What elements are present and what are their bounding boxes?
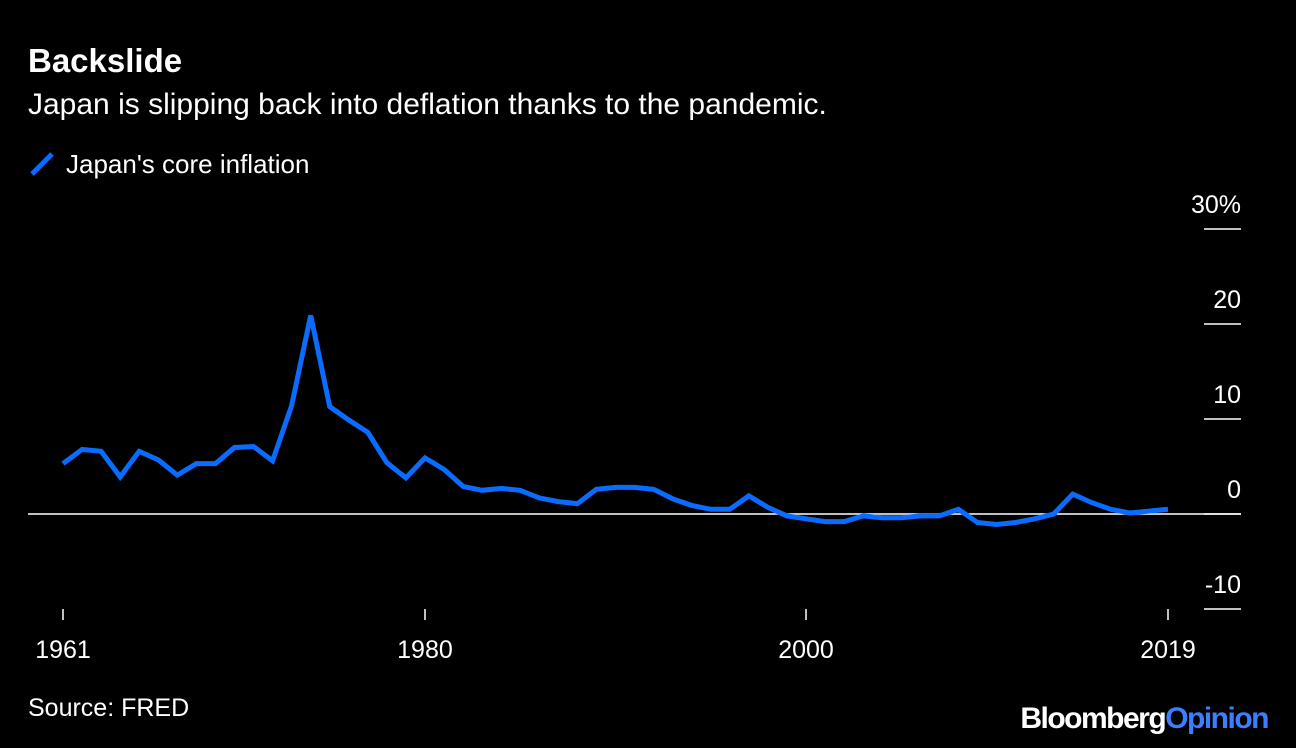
data-point — [1127, 511, 1132, 516]
data-point — [137, 449, 142, 454]
data-point — [918, 513, 923, 518]
series-line — [61, 314, 1169, 528]
x-tick-label: 1961 — [35, 636, 91, 664]
y-tick-label: 10 — [1213, 381, 1241, 409]
data-point — [804, 516, 809, 521]
data-point — [442, 467, 447, 472]
data-point — [1108, 507, 1113, 512]
data-point — [1032, 516, 1037, 521]
x-axis: 1961 1980 2000 2019 — [35, 609, 1196, 664]
data-point — [956, 507, 961, 512]
data-point — [175, 473, 180, 478]
data-point — [213, 461, 218, 466]
data-point — [613, 485, 618, 490]
data-point — [1070, 492, 1075, 497]
chart-subtitle: Japan is slipping back into deflation th… — [28, 88, 827, 121]
x-tick-label: 1980 — [397, 636, 453, 664]
brand-secondary: Opinion — [1165, 702, 1269, 735]
data-point — [308, 313, 313, 318]
chart-title: Backslide — [28, 42, 183, 79]
data-point — [194, 461, 199, 466]
data-point — [823, 519, 828, 524]
data-point — [118, 474, 123, 479]
y-tick-label: 0 — [1227, 476, 1241, 504]
y-axis-ticks: 30% 20 10 0 -10 — [28, 191, 1241, 610]
data-point — [1089, 500, 1094, 505]
data-point — [461, 484, 466, 489]
data-point — [346, 418, 351, 423]
data-point — [746, 493, 751, 498]
data-point — [423, 455, 428, 460]
x-tick-label: 2000 — [778, 636, 834, 664]
data-point — [61, 461, 66, 466]
data-point — [575, 501, 580, 506]
brand-logo: BloombergOpinion — [1020, 700, 1269, 738]
data-point — [384, 460, 389, 465]
data-point — [765, 505, 770, 510]
legend-swatch — [30, 152, 54, 176]
data-point — [975, 520, 980, 525]
data-point — [289, 403, 294, 408]
data-point — [537, 495, 542, 500]
data-point — [842, 519, 847, 524]
y-tick-label: 20 — [1213, 286, 1241, 314]
data-point — [785, 513, 790, 518]
data-point — [156, 457, 161, 462]
data-point — [1146, 509, 1151, 514]
y-tick-label: -10 — [1205, 571, 1241, 599]
data-point — [708, 507, 713, 512]
data-point — [880, 515, 885, 520]
brand-primary: Bloomberg — [1020, 702, 1166, 735]
data-point — [80, 447, 85, 452]
data-point — [327, 404, 332, 409]
data-point — [670, 496, 675, 501]
data-point — [727, 507, 732, 512]
data-point — [499, 486, 504, 491]
data-point — [1051, 512, 1056, 517]
data-point — [232, 445, 237, 450]
data-point — [251, 444, 256, 449]
data-point — [1166, 507, 1171, 512]
data-point — [480, 488, 485, 493]
source-note: Source: FRED — [28, 694, 190, 722]
series-layer — [61, 313, 1171, 528]
data-point — [994, 522, 999, 527]
legend-label: Japan's core inflation — [66, 149, 310, 179]
data-point — [632, 485, 637, 490]
data-point — [937, 513, 942, 518]
data-point — [403, 475, 408, 480]
data-point — [365, 430, 370, 435]
data-point — [594, 487, 599, 492]
data-point — [689, 503, 694, 508]
data-point — [1013, 520, 1018, 525]
data-point — [270, 458, 275, 463]
legend: Japan's core inflation — [28, 146, 309, 182]
y-tick-label: 30% — [1191, 191, 1241, 219]
x-tick-label: 2019 — [1140, 636, 1196, 664]
data-point — [861, 513, 866, 518]
data-point — [651, 487, 656, 492]
data-point — [899, 515, 904, 520]
data-point — [556, 499, 561, 504]
data-point — [518, 488, 523, 493]
data-point — [99, 449, 104, 454]
